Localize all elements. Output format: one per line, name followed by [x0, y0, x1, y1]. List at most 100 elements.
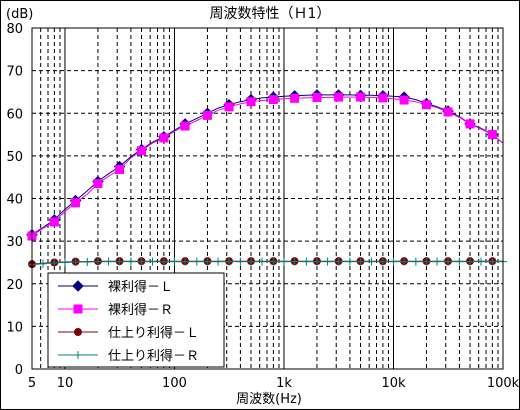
series-4 [28, 257, 507, 269]
plus-marker [203, 257, 212, 266]
square-marker [312, 92, 322, 102]
y-tick-label: 20 [6, 278, 23, 293]
y-axis-unit: (dB) [6, 7, 33, 22]
square-marker [93, 179, 103, 189]
chart-title: 周波数特性（Ｈ1） [210, 6, 331, 22]
x-tick-label: 10k [381, 376, 406, 391]
legend-item-1: 裸利得－Ｌ [58, 279, 173, 295]
plus-marker [422, 257, 431, 266]
y-tick-label: 0 [15, 363, 23, 378]
plus-marker [181, 257, 190, 266]
square-marker [443, 107, 453, 117]
plus-marker [74, 351, 82, 359]
plus-marker [302, 257, 311, 266]
square-marker [180, 121, 190, 131]
plus-marker [290, 257, 299, 266]
square-marker [224, 102, 234, 112]
plus-marker [345, 257, 354, 266]
y-tick-label: 70 [6, 65, 23, 80]
plus-marker [444, 257, 453, 266]
square-marker [159, 133, 169, 143]
plus-marker [433, 257, 442, 266]
legend-label: 裸利得－Ｌ [108, 279, 173, 295]
plus-marker [334, 257, 343, 266]
plus-marker [60, 258, 69, 267]
plus-marker [367, 257, 376, 266]
legend-label: 仕上り利得－Ｒ [108, 348, 199, 364]
x-tick-label: 10 [57, 376, 74, 391]
square-marker [73, 304, 83, 314]
square-marker [290, 93, 300, 103]
plus-marker [269, 257, 278, 266]
plus-marker [411, 257, 420, 266]
y-tick-label: 60 [6, 107, 23, 122]
legend-label: 仕上り利得－Ｌ [108, 325, 199, 341]
y-tick-labels: 0 10 20 30 40 50 60 70 80 [6, 22, 23, 378]
y-tick-label: 40 [6, 193, 23, 208]
plus-marker [378, 257, 387, 266]
square-marker [465, 119, 475, 129]
square-marker [334, 92, 344, 102]
x-tick-labels: 5 10 100 1k 10k 100k [28, 376, 520, 391]
series-2 [27, 92, 504, 241]
x-tick-label: 1k [276, 376, 292, 391]
plus-marker [455, 257, 464, 266]
plus-marker [400, 257, 409, 266]
plus-marker [148, 257, 157, 266]
x-tick-label: 100 [162, 376, 187, 391]
plus-marker [93, 257, 102, 266]
plus-marker [83, 258, 92, 267]
square-marker [71, 198, 81, 208]
plus-marker [477, 257, 486, 266]
plus-marker [115, 257, 124, 266]
plus-marker [323, 257, 332, 266]
plus-marker [192, 257, 201, 266]
plus-marker [50, 258, 59, 267]
legend-item-3: 仕上り利得－Ｌ [58, 325, 199, 341]
y-tick-label: 10 [6, 320, 23, 335]
plus-marker [488, 257, 497, 266]
data-series [26, 89, 507, 269]
plot-area-frame [31, 27, 504, 370]
plus-marker [466, 257, 475, 266]
plus-marker [236, 257, 245, 266]
plus-marker [312, 257, 321, 266]
x-tick-label: 5 [28, 376, 36, 391]
plus-marker [356, 257, 365, 266]
plus-marker [279, 257, 288, 266]
square-marker [202, 110, 212, 120]
y-tick-label: 80 [6, 22, 23, 37]
plus-marker [104, 257, 113, 266]
legend-box [47, 272, 225, 368]
square-marker [246, 97, 256, 107]
square-marker [356, 92, 366, 102]
legend-item-2: 裸利得－Ｒ [58, 302, 173, 318]
y-tick-label: 50 [6, 150, 23, 165]
square-marker [487, 130, 497, 140]
plus-marker [137, 257, 146, 266]
legend-item-4: 仕上り利得－Ｒ [58, 348, 199, 364]
square-marker [378, 93, 388, 103]
plus-marker [389, 257, 398, 266]
plus-marker [225, 257, 234, 266]
square-marker [268, 95, 278, 105]
diamond-marker [72, 280, 84, 292]
circle-marker [74, 328, 82, 336]
square-marker [49, 217, 59, 227]
plus-marker [258, 257, 267, 266]
square-marker [115, 165, 125, 175]
x-tick-label: 100k [487, 376, 520, 391]
square-marker [137, 146, 147, 156]
plus-marker [71, 258, 80, 267]
plus-marker [38, 259, 47, 268]
plus-marker [214, 257, 223, 266]
legend: 裸利得－Ｌ 裸利得－Ｒ 仕上り利得－Ｌ 仕上り利得－Ｒ [47, 272, 225, 368]
square-marker [421, 100, 431, 110]
plus-marker [247, 257, 256, 266]
x-axis-label: 周波数(Hz) [236, 392, 302, 407]
plus-marker [159, 257, 168, 266]
square-marker [399, 95, 409, 105]
legend-label: 裸利得－Ｒ [108, 302, 173, 318]
